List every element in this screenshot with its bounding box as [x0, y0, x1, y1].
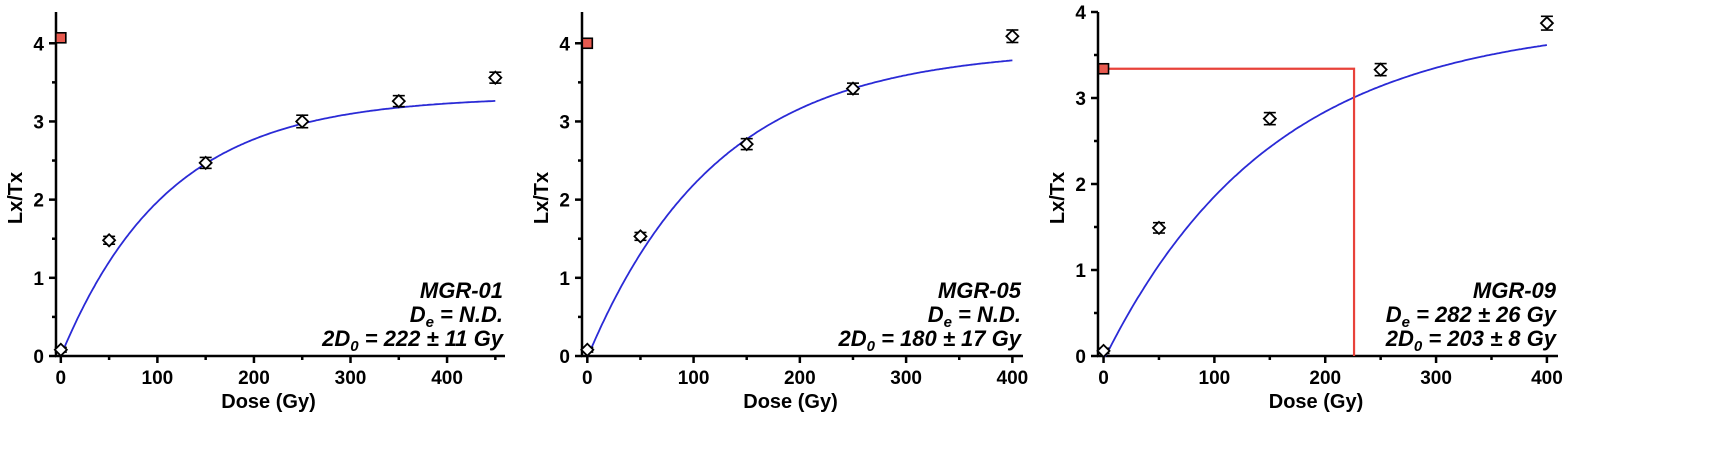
y-tick-label: 3: [559, 112, 570, 133]
x-tick-label: 100: [678, 368, 710, 389]
de-label: De = N.D.: [410, 302, 503, 331]
y-tick-label: 4: [33, 34, 44, 55]
de-projection-line: [1103, 67, 1356, 356]
x-tick-label: 0: [56, 368, 67, 389]
data-point: [1262, 111, 1278, 126]
y-axis-title: Lx/Tx: [531, 172, 553, 224]
chart-panel-mgr-01: 0 1 2 3 4 0 100 200 300 400 Dose (Gy) Lx/Tx MGR-01De…: [5, 12, 505, 413]
y-axis-title: Lx/Tx: [1048, 172, 1069, 224]
x-tick-label: 100: [142, 368, 174, 389]
data-point: [101, 233, 117, 248]
d0-label: 2D0 = 203 ± 8 Gy: [1385, 326, 1558, 355]
y-tick-label: 2: [33, 191, 44, 212]
d0-label: 2D0 = 180 ± 17 Gy: [838, 326, 1023, 355]
data-point: [845, 81, 861, 96]
chart-panel-mgr-05: 0 1 2 3 4 0 100 200 300 400 Dose (Gy) Lx/Tx MGR-05De…: [531, 12, 1029, 413]
fit-curve: [59, 100, 496, 357]
y-tick-label: 1: [559, 269, 570, 290]
y-tick-label: 0: [1075, 347, 1086, 368]
sample-name-label: MGR-09: [1473, 278, 1557, 303]
x-axis-title: Dose (Gy): [221, 391, 315, 413]
de-label: De = N.D.: [928, 302, 1021, 331]
data-point: [739, 136, 754, 152]
y-axis-title: Lx/Tx: [5, 172, 27, 224]
de-label: De = 282 ± 26 Gy: [1386, 302, 1558, 331]
natural-signal-point: [55, 31, 67, 44]
y-tick-label: 4: [559, 34, 570, 55]
x-tick-label: 200: [1309, 368, 1341, 389]
data-point: [1005, 28, 1020, 44]
x-tick-label: 100: [1199, 368, 1231, 389]
x-tick-label: 300: [335, 368, 367, 389]
chart-panel-mgr-09: 0 1 2 3 4 0 100 200 300 400 Dose (Gy) Lx/Tx MGR-09De…: [1048, 3, 1563, 413]
y-tick-label: 0: [559, 347, 570, 368]
data-point: [633, 229, 648, 244]
x-tick-label: 400: [431, 368, 463, 389]
d0-label: 2D0 = 222 ± 11 Gy: [321, 326, 505, 355]
sample-name-label: MGR-01: [420, 278, 503, 303]
fit-curve: [586, 59, 1013, 357]
x-tick-label: 300: [1420, 368, 1452, 389]
x-tick-label: 0: [1098, 368, 1109, 389]
y-tick-label: 3: [33, 112, 44, 133]
natural-signal-point: [1097, 62, 1110, 75]
x-tick-label: 200: [238, 368, 270, 389]
data-point: [198, 155, 213, 171]
data-point: [580, 342, 595, 358]
y-tick-label: 0: [33, 347, 44, 368]
y-tick-label: 1: [1075, 261, 1086, 282]
data-point: [1373, 62, 1388, 77]
data-point: [294, 114, 310, 129]
y-tick-label: 4: [1075, 3, 1086, 24]
data-point: [1096, 343, 1111, 359]
fit-curve: [1103, 44, 1548, 357]
x-tick-label: 400: [1531, 368, 1563, 389]
y-tick-label: 2: [1075, 175, 1086, 196]
data-point: [488, 70, 503, 85]
y-tick-label: 3: [1075, 89, 1086, 110]
x-axis-title: Dose (Gy): [743, 391, 837, 413]
data-point: [1539, 15, 1555, 31]
data-point: [391, 93, 407, 109]
sample-name-label: MGR-05: [938, 278, 1022, 303]
data-point: [1151, 220, 1167, 236]
x-tick-label: 0: [582, 368, 593, 389]
y-tick-label: 2: [559, 191, 570, 212]
x-tick-label: 300: [890, 368, 922, 389]
natural-signal-point: [581, 37, 594, 50]
x-tick-label: 400: [997, 368, 1029, 389]
x-tick-label: 200: [784, 368, 816, 389]
y-tick-label: 1: [33, 269, 44, 290]
data-point: [53, 342, 69, 358]
x-axis-title: Dose (Gy): [1269, 391, 1363, 413]
